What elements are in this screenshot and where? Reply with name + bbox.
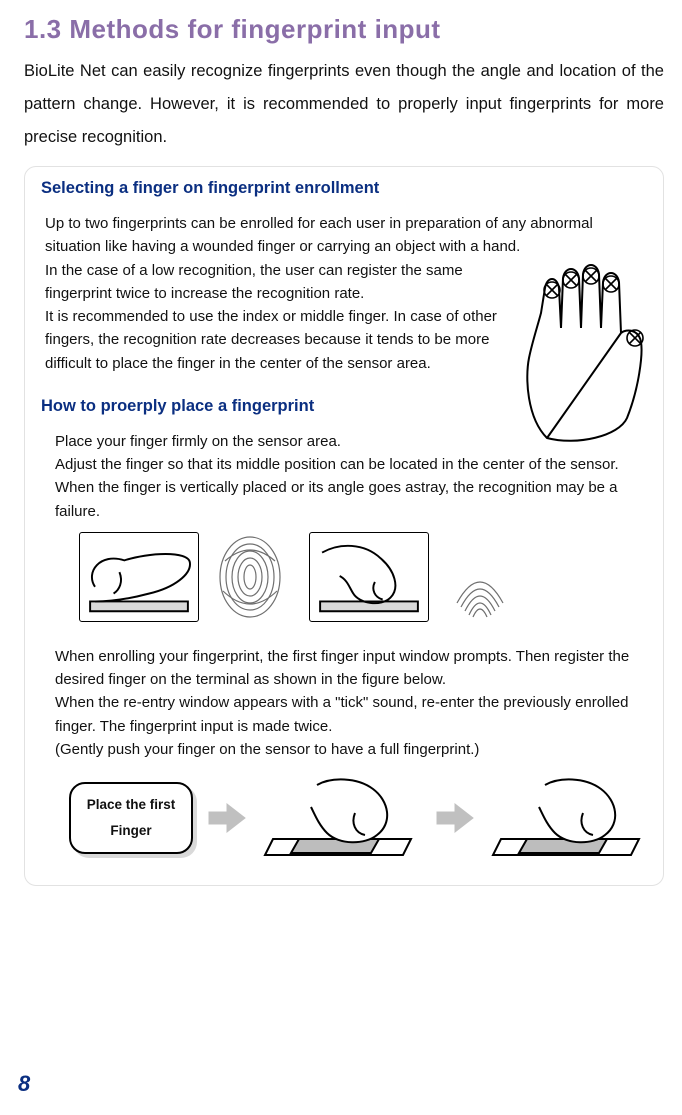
arrow-right-icon <box>435 798 475 838</box>
section1-p2: In the case of a low recognition, the us… <box>45 259 509 306</box>
section2-p4: When enrolling your fingerprint, the fir… <box>55 645 649 692</box>
fingerprint-partial-icon <box>437 531 523 623</box>
section1-p1: Up to two fingerprints can be enrolled f… <box>45 212 649 259</box>
finger-on-sensor-correct-icon <box>79 532 199 622</box>
prompt-pill: Place the first Finger <box>69 782 193 854</box>
pill-line2: Finger <box>110 818 151 844</box>
arrow-right-icon <box>207 798 247 838</box>
press-finger-icon <box>489 775 649 861</box>
section2-p6: (Gently push your finger on the sensor t… <box>55 738 649 761</box>
section-heading: 1.3 Methods for fingerprint input <box>24 14 664 45</box>
enroll-flow: Place the first Finger <box>69 775 649 861</box>
section1-p3: It is recommended to use the index or mi… <box>45 305 509 375</box>
section1-body: Up to two fingerprints can be enrolled f… <box>39 212 653 375</box>
info-card: Selecting a finger on fingerprint enroll… <box>24 166 664 886</box>
section2-p5: When the re-entry window appears with a … <box>55 691 649 738</box>
fingerprint-full-icon <box>207 531 293 623</box>
illustration-row <box>79 531 649 623</box>
section1-title: Selecting a finger on fingerprint enroll… <box>41 179 653 198</box>
section2-p3: When the finger is vertically placed or … <box>55 476 649 523</box>
intro-paragraph: BioLite Net can easily recognize fingerp… <box>24 55 664 154</box>
section2-p2: Adjust the finger so that its middle pos… <box>55 453 649 476</box>
finger-on-sensor-tip-icon <box>309 532 429 622</box>
page-number: 8 <box>18 1071 30 1097</box>
pill-line1: Place the first <box>87 792 176 818</box>
hand-fingers-marker-icon <box>507 258 657 448</box>
section2-body: Place your finger firmly on the sensor a… <box>39 430 653 861</box>
press-finger-icon <box>261 775 421 861</box>
